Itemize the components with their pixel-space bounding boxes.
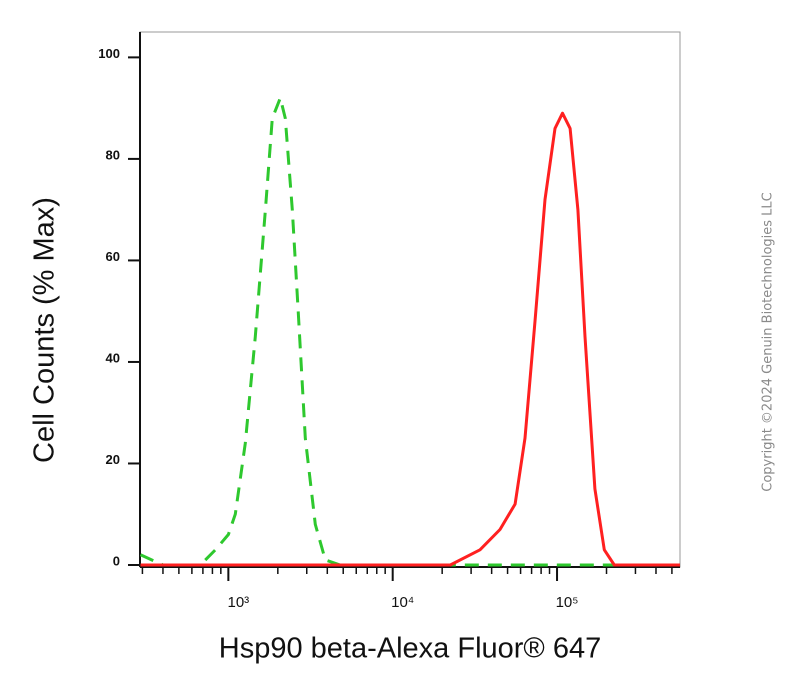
plot-frame — [139, 31, 681, 568]
y-axis-label: Cell Counts (% Max) — [29, 197, 61, 463]
histogram-line — [140, 111, 680, 567]
histogram-line — [139, 96, 680, 567]
y-tick-label: 80 — [106, 147, 120, 162]
x-tick-label: 10⁴ — [391, 594, 414, 611]
x-axis-label: Hsp90 beta-Alexa Fluor® 647 — [219, 633, 601, 665]
x-tick-label: 10⁵ — [556, 594, 579, 611]
y-tick-label: 40 — [106, 350, 120, 365]
x-tick-label: 10³ — [228, 594, 250, 611]
y-tick-label: 100 — [98, 46, 120, 61]
y-tick-label: 20 — [106, 452, 120, 467]
copyright: Copyright ©2024 Genuin Biotechnologies L… — [761, 192, 776, 491]
y-tick-label: 60 — [106, 249, 120, 264]
y-tick-label: 0 — [113, 553, 120, 568]
